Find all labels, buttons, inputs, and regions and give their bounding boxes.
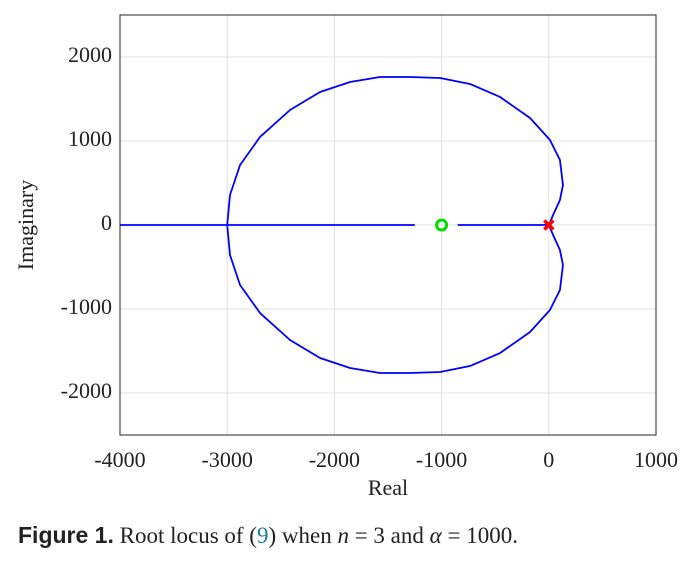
caption-math: n bbox=[337, 523, 349, 548]
caption-text: = 3 and bbox=[348, 523, 430, 548]
y-tick-label: 0 bbox=[101, 210, 112, 235]
caption-math: α bbox=[429, 523, 442, 548]
equation-ref[interactable]: 9 bbox=[256, 523, 269, 548]
caption-text: Root locus of ( bbox=[119, 523, 257, 548]
caption: Figure 1. Root locus of (9) when n = 3 a… bbox=[18, 522, 518, 549]
y-tick-label: -1000 bbox=[61, 294, 112, 319]
y-tick-label: -2000 bbox=[61, 378, 112, 403]
caption-text: = 1000. bbox=[441, 523, 518, 548]
x-tick-label: -3000 bbox=[202, 447, 253, 472]
x-tick-label: -1000 bbox=[416, 447, 467, 472]
y-tick-label: 2000 bbox=[68, 42, 112, 67]
chart: Real Imaginary -4000 -3000 -2000 -1000 0 1000… bbox=[13, 14, 678, 500]
locus-branch bbox=[226, 76, 564, 226]
x-tick-label: -4000 bbox=[94, 447, 145, 472]
x-axis-label: Real bbox=[368, 475, 408, 500]
caption-text: ) when bbox=[268, 523, 338, 548]
pole-marker bbox=[543, 219, 555, 231]
caption-label: Figure 1. bbox=[18, 522, 114, 548]
zero-marker bbox=[435, 218, 449, 232]
x-tick-label: 0 bbox=[543, 447, 554, 472]
y-tick-label: 1000 bbox=[68, 126, 112, 151]
x-tick-label: 1000 bbox=[634, 447, 678, 472]
locus-branch bbox=[226, 224, 564, 374]
y-axis-label: Imaginary bbox=[13, 180, 38, 270]
x-tick-label: -2000 bbox=[309, 447, 360, 472]
